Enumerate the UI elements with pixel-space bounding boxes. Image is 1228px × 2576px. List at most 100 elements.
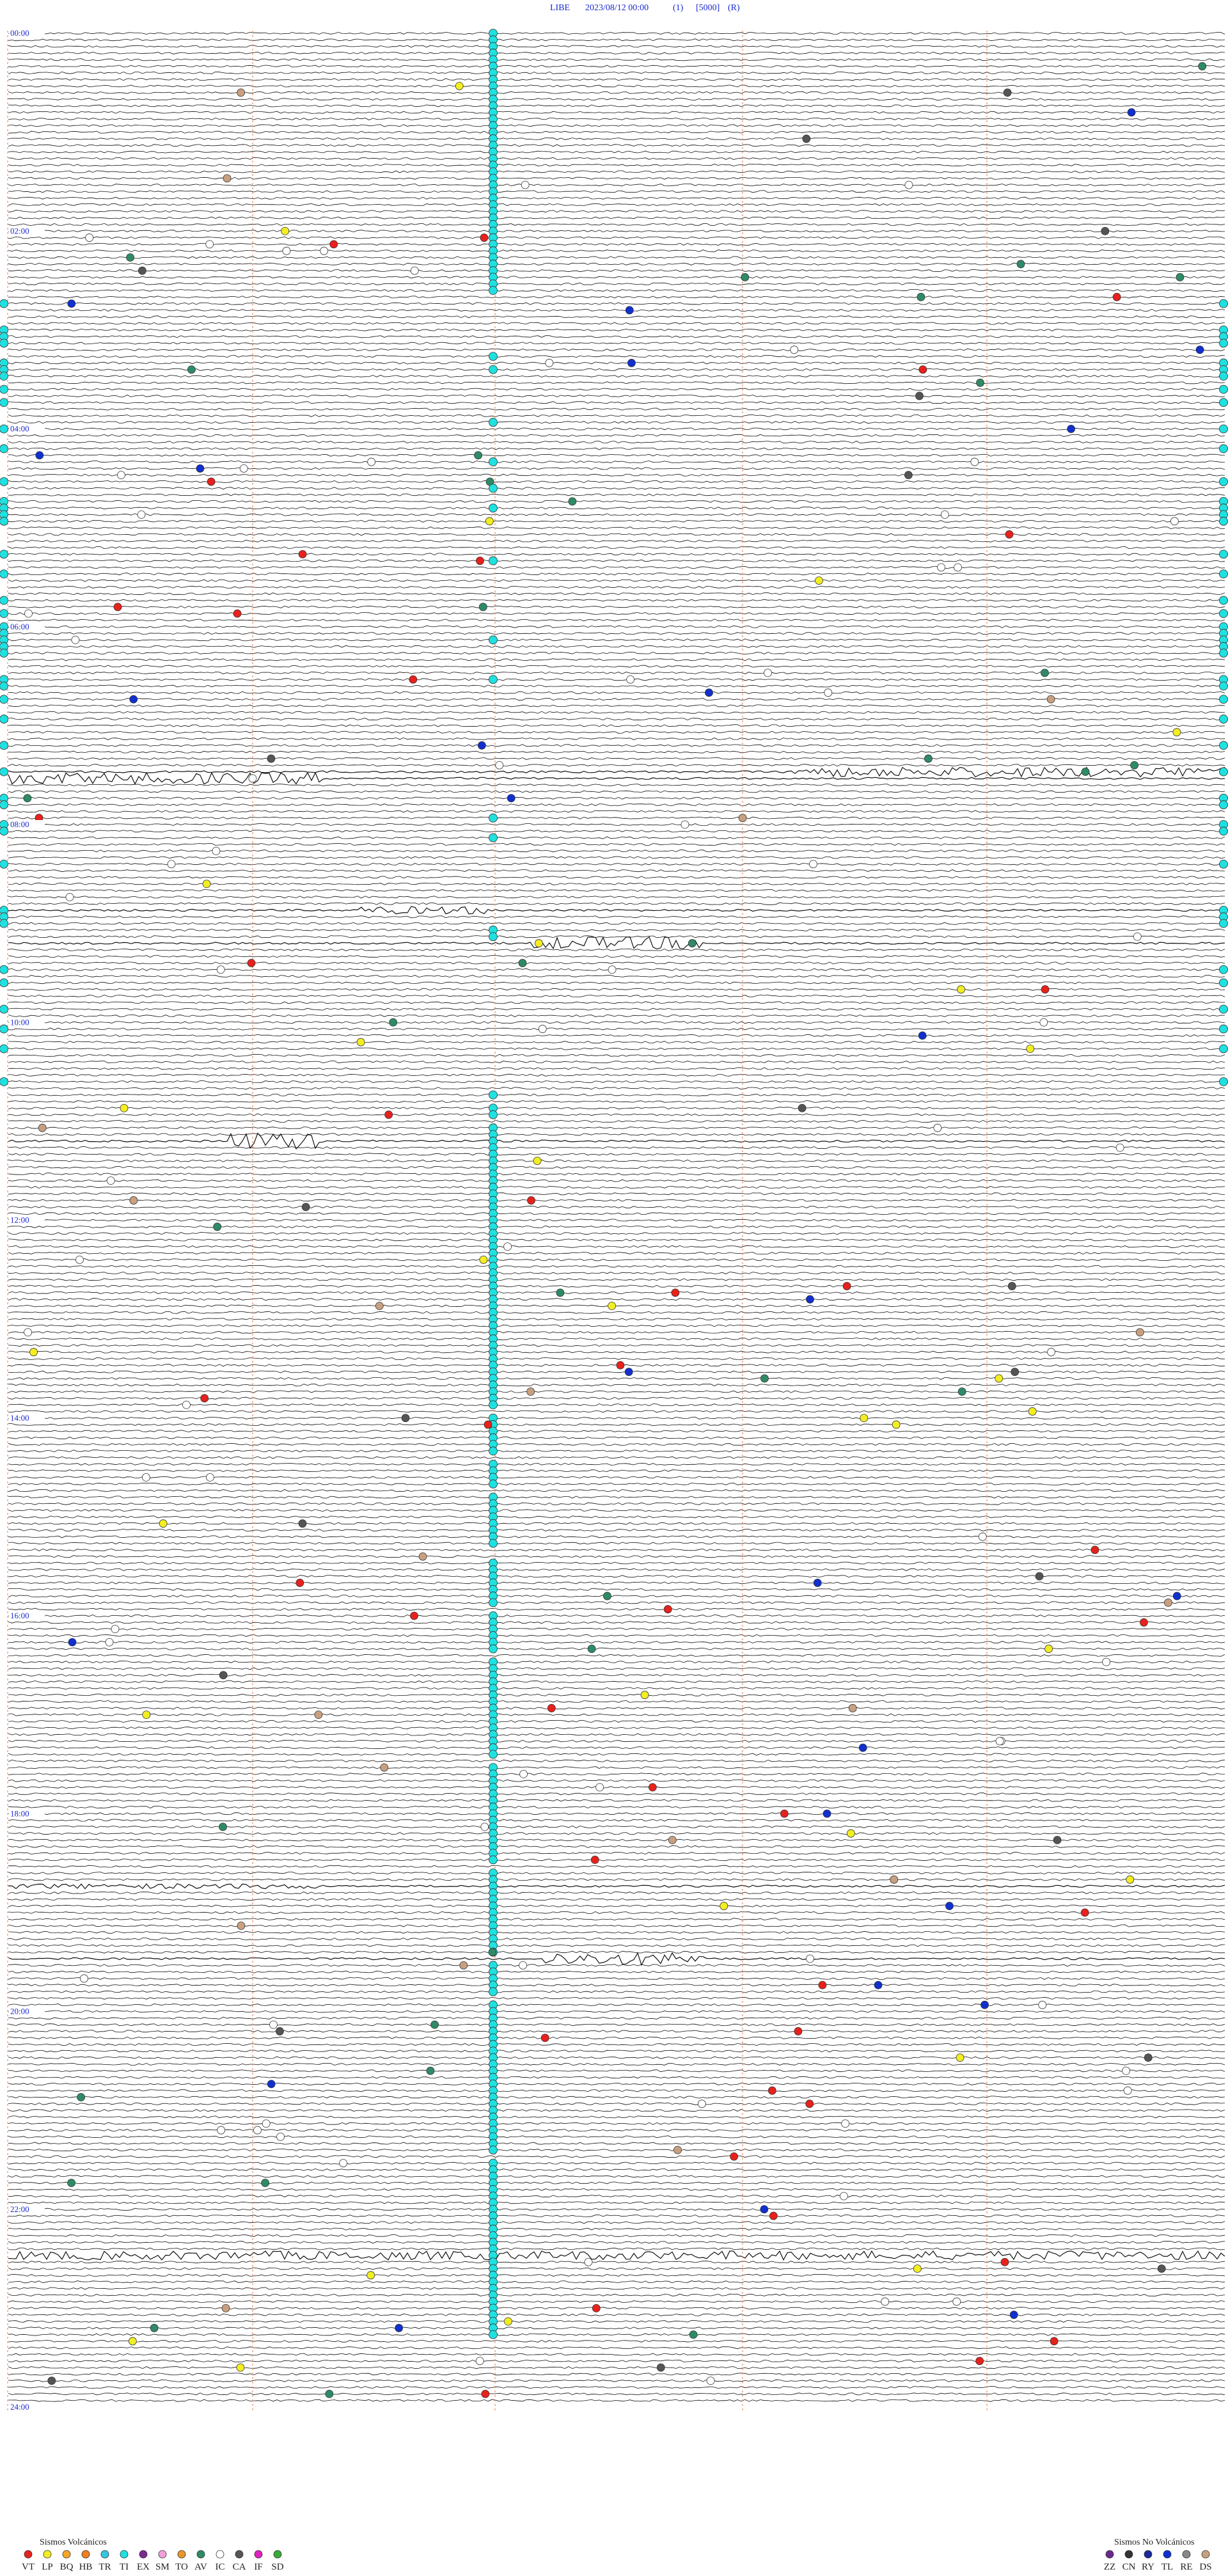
label-bg [9,1215,45,1225]
time-label: 02:00 [10,226,29,235]
event-mark [113,603,122,612]
event-mark [142,1711,151,1719]
legend-swatch [139,2550,148,2559]
trace [8,842,1225,846]
legend-swatch [177,2550,186,2559]
trace [8,691,1225,694]
trace [8,823,1225,826]
trace [8,2227,1225,2231]
event-mark [1219,826,1228,836]
trace [8,256,1225,259]
event-mark [480,1822,489,1831]
legend-swatch [120,2550,129,2559]
trace [8,2353,1225,2356]
event-mark [904,180,913,189]
trace [8,2168,1225,2171]
event-mark [790,345,799,354]
trace [8,196,1225,200]
trace [8,2102,1225,2105]
trace [8,2089,1225,2092]
legend-swatch [196,2550,205,2559]
trace [8,190,1225,193]
trace [8,2234,1225,2238]
event-mark [1219,338,1228,348]
event-mark [128,2337,137,2346]
event-mark [187,365,196,374]
event-mark [809,860,817,869]
event-mark [1130,761,1138,770]
event-mark [455,82,464,90]
event-mark [67,299,76,308]
event-mark [137,510,146,519]
trace [8,1390,1225,1393]
event-mark [120,1103,129,1112]
legend-code: HB [79,2562,93,2572]
trace [8,2293,1225,2296]
legend-swatch [1201,2550,1210,2559]
legend-code: RY [1142,2562,1154,2572]
trace [8,1225,1225,1228]
trace [8,585,1225,589]
trace [8,961,1225,965]
station: LIBE [550,3,570,13]
event-mark [626,675,635,684]
event-mark [281,226,290,235]
trace [8,1350,1225,1354]
event-mark [730,2152,739,2161]
trace [8,1146,1225,1150]
event-mark [476,557,484,565]
trace [8,1245,1225,1248]
event-mark [1007,1282,1016,1290]
event-mark [874,1980,883,1989]
trace [8,1489,1225,1492]
event-mark [0,800,8,809]
trace [8,388,1225,391]
trace [8,2313,1225,2316]
trace [8,2036,1225,2039]
event-mark [0,424,8,434]
trace [8,592,1225,596]
event-mark [0,741,8,750]
event-mark [485,517,494,526]
legend-swatch [1124,2550,1133,2559]
event-mark [325,2389,334,2398]
trace [8,2030,1225,2033]
legend-code: ZZ [1104,2562,1115,2572]
event-mark [267,754,276,763]
trace [8,764,1225,767]
trace [8,210,1225,213]
trace [8,2215,1225,2218]
event-mark [1219,516,1228,526]
trace [8,698,1225,701]
event-mark [68,1638,77,1647]
trace [8,1067,1225,1070]
trace [8,427,1225,431]
event-mark [815,576,823,585]
trace [8,539,1225,542]
time-label: 06:00 [10,622,29,631]
trace [8,1278,1225,1281]
trace [8,988,1225,991]
legend-swatch [216,2550,224,2559]
trace [8,2333,1225,2336]
event-mark [545,359,554,367]
trace [8,1733,1225,1736]
legend-code: RE [1180,2562,1192,2572]
trace [8,394,1225,398]
event-mark [937,563,945,572]
trace [8,2359,1225,2362]
event-mark [904,471,913,480]
event-mark [918,365,927,374]
event-mark [356,1038,365,1047]
trace [8,1047,1225,1050]
event-mark [77,2093,85,2101]
event-mark [1219,424,1228,434]
trace [8,98,1225,101]
trace [8,2003,1225,2007]
event-mark [459,1961,468,1970]
trace [8,2346,1225,2350]
legend-swatch [1105,2550,1114,2559]
event-mark [952,2297,961,2306]
event-mark [35,451,44,460]
trace [8,1291,1225,1294]
